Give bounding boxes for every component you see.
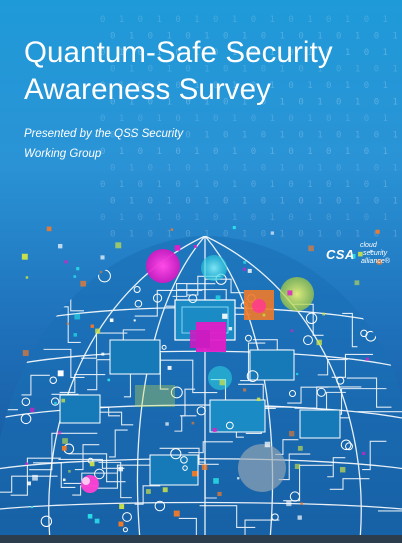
title-line-1: Quantum-Safe Security bbox=[24, 36, 333, 69]
csa-logo: CSA cloud security alliance® bbox=[324, 240, 396, 278]
binary-row: 0 1 0 1 0 1 0 1 0 1 0 1 0 1 0 1 0 1 0 1 … bbox=[100, 147, 402, 157]
binary-row: 0 1 0 1 0 1 0 1 0 1 0 1 0 1 0 1 0 1 0 1 … bbox=[100, 15, 402, 25]
logo-word-cloud: cloud bbox=[360, 242, 377, 249]
csa-logo-mark: CSA bbox=[326, 247, 355, 262]
binary-row: 0 1 0 1 0 1 0 1 0 1 0 1 0 1 0 1 0 1 0 1 … bbox=[100, 114, 402, 124]
binary-row: 0 1 0 1 0 1 0 1 0 1 0 1 0 1 0 1 0 1 0 1 … bbox=[100, 180, 402, 190]
binary-row: 0 1 0 1 0 1 0 1 0 1 0 1 0 1 0 1 0 1 0 1 … bbox=[100, 48, 402, 58]
binary-row: 0 1 0 1 0 1 0 1 0 1 0 1 0 1 0 1 0 1 0 1 … bbox=[110, 131, 402, 141]
logo-word-alliance: alliance® bbox=[361, 258, 390, 265]
logo-word-security: security bbox=[363, 250, 388, 257]
globe-body bbox=[0, 236, 402, 535]
binary-row: 0 1 0 1 0 1 0 1 0 1 0 1 0 1 0 1 0 1 0 1 … bbox=[110, 164, 402, 174]
binary-row: 0 1 0 1 0 1 0 1 0 1 0 1 0 1 0 1 0 1 0 1 … bbox=[110, 65, 402, 75]
binary-row: 0 1 0 1 0 1 0 1 0 1 0 1 0 1 0 1 0 1 0 1 … bbox=[100, 81, 402, 91]
report-title: Quantum-Safe Security Awareness Survey bbox=[24, 34, 333, 108]
csa-logo-wordmark: cloud security alliance® bbox=[360, 242, 390, 266]
binary-row: 0 1 0 1 0 1 0 1 0 1 0 1 0 1 0 1 0 1 0 1 … bbox=[100, 213, 402, 223]
subtitle-line-2: Working Group bbox=[24, 148, 102, 160]
report-subtitle: Presented by the QSS Security Working Gr… bbox=[24, 124, 183, 164]
binary-row: 0 1 0 1 0 1 0 1 0 1 0 1 0 1 0 1 0 1 0 1 … bbox=[110, 32, 402, 42]
bottom-bar bbox=[0, 535, 402, 543]
subtitle-line-1: Presented by the QSS Security bbox=[24, 128, 184, 140]
pixel-confetti bbox=[21, 226, 383, 527]
glow-highlights bbox=[81, 249, 314, 493]
title-line-2: Awareness Survey bbox=[24, 73, 272, 106]
binary-row: 0 1 0 1 0 1 0 1 0 1 0 1 0 1 0 1 0 1 0 1 … bbox=[110, 98, 402, 108]
binary-row: 0 1 0 1 0 1 0 1 0 1 0 1 0 1 0 1 0 1 0 1 … bbox=[110, 230, 402, 240]
binary-row: 0 1 0 1 0 1 0 1 0 1 0 1 0 1 0 1 0 1 0 1 … bbox=[110, 197, 402, 207]
